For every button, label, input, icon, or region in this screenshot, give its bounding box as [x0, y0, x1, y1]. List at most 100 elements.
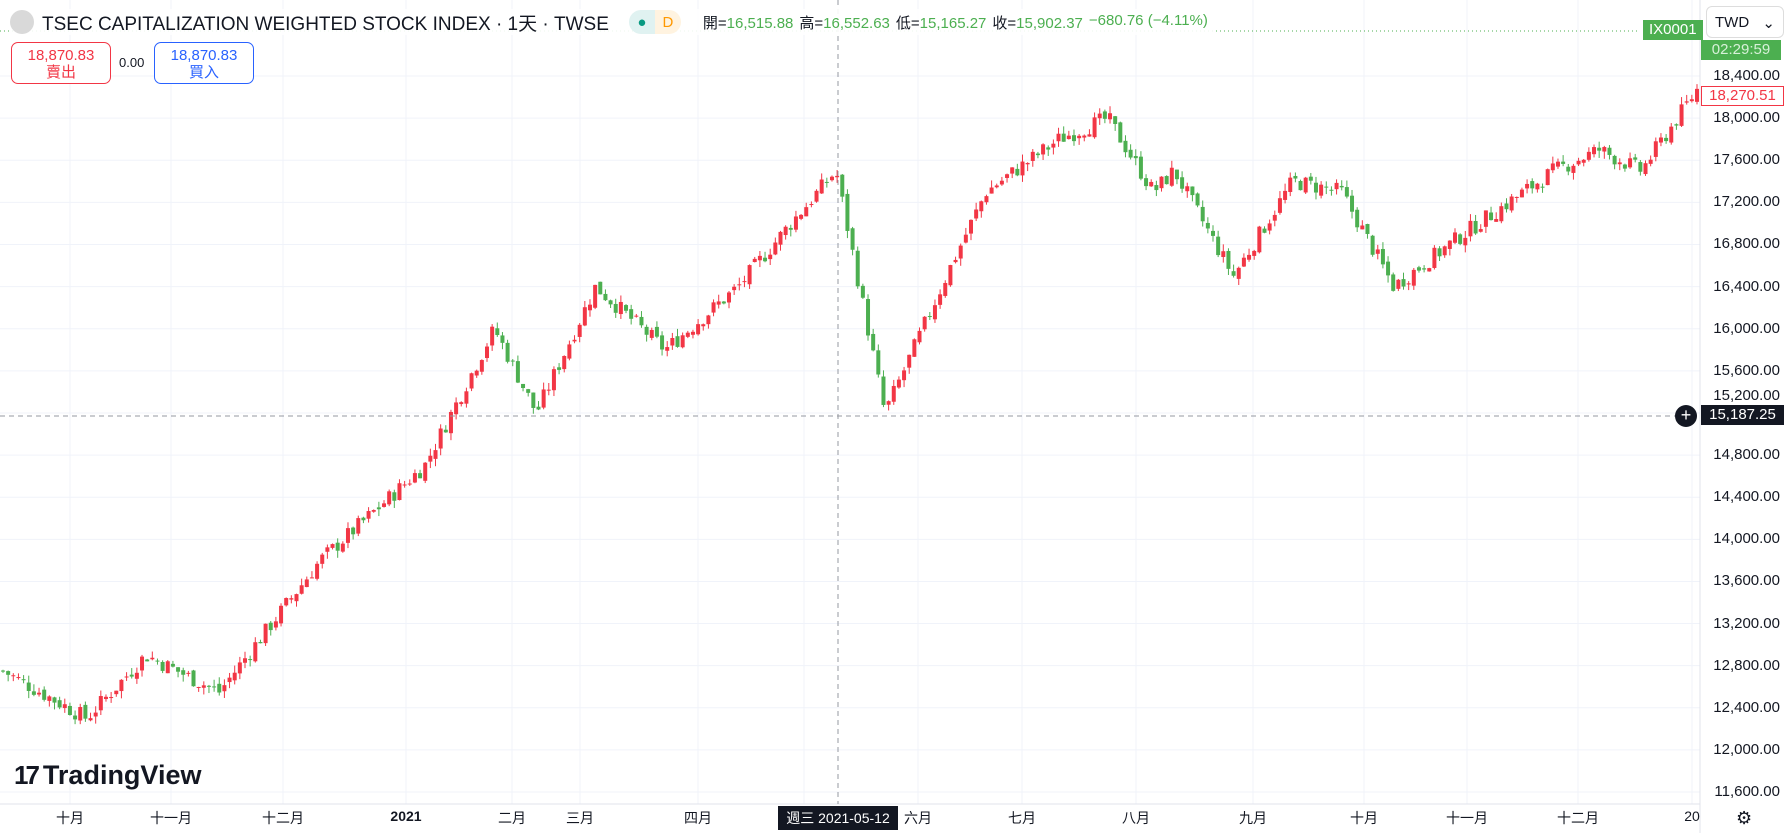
candle-body [150, 657, 155, 660]
candle-body [1525, 183, 1530, 189]
candle-body [721, 301, 726, 304]
candle-body [1592, 147, 1597, 155]
candle-body [675, 336, 680, 347]
candle-body [114, 690, 119, 695]
candle-body [660, 335, 665, 350]
candle-body [165, 661, 170, 674]
y-axis-label: 16,800.00 [1713, 235, 1780, 253]
candle-body [438, 428, 443, 449]
chevron-down-icon: ⌄ [1762, 15, 1775, 32]
symbol-title[interactable]: TSEC CAPITALIZATION WEIGHTED STOCK INDEX… [42, 13, 609, 35]
candle-body [1664, 137, 1669, 142]
candle-body [716, 301, 721, 305]
candle-body [1555, 161, 1560, 167]
candle-body [1427, 268, 1432, 272]
currency-select[interactable]: TWD ⌄ [1706, 6, 1784, 38]
candle-body [860, 285, 865, 298]
candle-body [1313, 182, 1318, 193]
candle-body [1247, 254, 1252, 260]
candle-body [1319, 184, 1324, 196]
candle-body [1030, 151, 1035, 161]
y-axis-label: 12,400.00 [1713, 698, 1780, 716]
buy-button[interactable]: 18,870.83 買入 [154, 42, 254, 84]
x-axis-label: 六月 [904, 810, 932, 826]
candle-body [1519, 189, 1524, 198]
candle-body [448, 411, 453, 434]
x-axis-label: 十二月 [262, 810, 304, 826]
candle-body [1458, 234, 1463, 244]
candle-body [680, 335, 685, 348]
add-plus-icon[interactable]: + [1675, 405, 1697, 427]
x-axis-label: 十二月 [1557, 810, 1599, 826]
x-axis-label: 十月 [1350, 810, 1378, 826]
candle-body [1293, 175, 1298, 179]
spread-value: 0.00 [119, 55, 145, 70]
candle-body [263, 623, 268, 644]
candle-body [1658, 137, 1663, 143]
candle-body [994, 185, 999, 188]
candle-body [855, 250, 860, 287]
candle-body [629, 309, 634, 319]
symbol-header: TSEC CAPITALIZATION WEIGHTED STOCK INDEX… [10, 9, 1214, 35]
candle-body [1489, 212, 1494, 221]
candle-body [665, 347, 670, 351]
market-status-pill[interactable]: ● D [628, 10, 681, 34]
candle-body [366, 511, 371, 519]
candle-body [1082, 135, 1087, 138]
candle-body [160, 661, 165, 671]
candle-body [407, 483, 412, 485]
data-delay-badge: D [654, 10, 681, 34]
sell-button[interactable]: 18,870.83 賣出 [11, 42, 111, 84]
candle-body [938, 294, 943, 305]
candle-body [1226, 250, 1231, 269]
candle-body [1416, 267, 1421, 271]
settings-gear-icon[interactable]: ⚙ [1736, 808, 1753, 828]
candle-body [103, 696, 108, 700]
ohlc-values: 開=16,515.88 高=16,552.63 低=15,165.27 收=15… [702, 11, 1208, 32]
candle-body [1684, 101, 1689, 103]
candle-body [320, 554, 325, 564]
candle-body [1473, 220, 1478, 234]
candle-body [423, 462, 428, 481]
candle-body [237, 662, 242, 674]
candle-body [1370, 235, 1375, 255]
candle-body [1401, 279, 1406, 287]
candle-body [1509, 196, 1514, 211]
candle-body [42, 689, 47, 700]
symbol-logo-icon [10, 10, 34, 34]
candle-body [850, 228, 855, 250]
x-axis-label: 七月 [1008, 810, 1036, 826]
symbol-tag: IX0001 [1643, 20, 1703, 40]
candle-body [170, 663, 175, 667]
candle-body [309, 577, 314, 579]
candle-body [1066, 135, 1071, 140]
candle-body [608, 300, 613, 305]
candle-body [243, 658, 247, 663]
candle-body [1174, 169, 1179, 180]
candle-body [685, 332, 690, 337]
market-open-dot-icon: ● [628, 10, 655, 34]
candle-body [742, 281, 747, 283]
candle-body [1669, 126, 1674, 143]
candle-body [598, 281, 603, 295]
candle-body [433, 450, 438, 459]
candle-body [1535, 183, 1540, 190]
candle-body [217, 683, 222, 693]
candle-body [1530, 181, 1535, 189]
y-axis-label: 14,000.00 [1713, 530, 1780, 548]
candle-body [541, 389, 546, 408]
candle-body [315, 563, 320, 579]
candle-body [696, 324, 701, 335]
candle-body [1185, 186, 1190, 192]
candle-body [31, 691, 36, 695]
candle-body [922, 316, 927, 330]
candle-body [1041, 144, 1046, 155]
candle-body [6, 671, 11, 675]
candle-body [567, 344, 572, 359]
candle-body [639, 316, 644, 326]
y-axis-label: 12,800.00 [1713, 656, 1780, 674]
candle-body [1540, 186, 1545, 188]
y-axis-label: 12,000.00 [1713, 740, 1780, 758]
candle-body [52, 697, 57, 703]
